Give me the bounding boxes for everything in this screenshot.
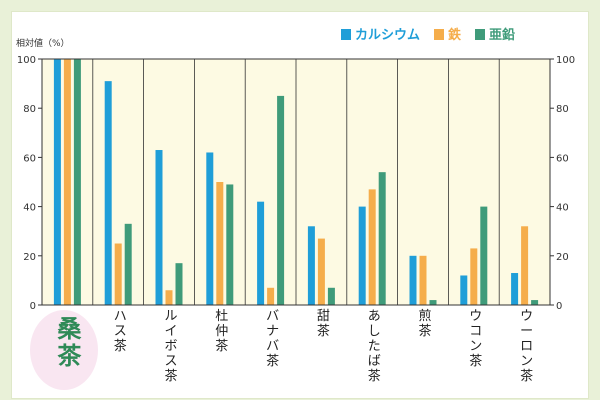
bar: [175, 263, 183, 305]
bar: [531, 300, 539, 305]
legend-swatch: [434, 29, 444, 40]
category-label: あしたば茶: [368, 309, 381, 384]
plot-frame: [41, 58, 551, 306]
category-label: 甜茶: [317, 308, 330, 339]
bar: [165, 290, 173, 305]
bar: [317, 238, 325, 305]
bar: [307, 226, 315, 305]
y-tick-label-right: 40: [556, 203, 569, 214]
bar: [257, 201, 265, 305]
category-label: 杜仲茶: [215, 309, 228, 354]
y-tick-label-left: 0: [30, 301, 36, 312]
bar: [511, 273, 519, 305]
bar: [470, 248, 478, 305]
y-tick-label-left: 20: [23, 252, 36, 263]
bar: [267, 287, 275, 305]
bar: [114, 243, 122, 305]
y-tick-label-right: 0: [556, 301, 562, 312]
y-tick-label-left: 60: [23, 153, 36, 164]
y-tick-label-right: 100: [556, 55, 575, 66]
bar: [53, 59, 61, 305]
bar: [124, 223, 132, 305]
bar: [378, 172, 386, 305]
highlight-glow: [30, 310, 98, 390]
legend-label: カルシウム: [355, 28, 420, 43]
y-tick-label-right: 80: [556, 104, 569, 115]
bar: [429, 300, 437, 305]
category-label: ルイボス茶: [164, 309, 177, 384]
bar: [419, 255, 427, 305]
bar: [155, 150, 163, 305]
bar: [521, 226, 529, 305]
category-label: バナバ茶: [266, 309, 279, 369]
category-label: ウーロン茶: [520, 309, 533, 384]
bar: [104, 81, 112, 305]
category-label: ハス茶: [114, 309, 127, 354]
bar: [206, 152, 214, 305]
legend-label: 鉄: [448, 27, 461, 43]
y-tick-label-right: 60: [556, 153, 569, 164]
bar: [327, 287, 335, 305]
legend-swatch: [341, 29, 351, 40]
y-axis-label: 相対値（%）: [16, 37, 70, 49]
y-tick-label-left: 40: [23, 203, 36, 214]
bar: [460, 275, 468, 305]
bar: [216, 182, 224, 305]
bar: [277, 95, 285, 306]
bar: [480, 206, 488, 305]
bar-chart: 相対値（%） 0 0 20 20 40 40 60 60 80 80 100 100 桑茶 ハス茶 ルイボス茶…: [16, 27, 575, 390]
y-tick-label-left: 100: [17, 55, 36, 66]
legend-swatch: [475, 29, 485, 40]
bar: [368, 189, 376, 305]
bar: [63, 59, 71, 305]
chart-card: 相対値（%） 0 0 20 20 40 40 60 60 80 80 100 100 桑茶 ハス茶 ルイボス茶…: [12, 12, 588, 398]
bar: [409, 255, 417, 305]
category-label: 煎茶: [418, 308, 431, 339]
category-label: ウコン茶: [469, 309, 482, 369]
category-label-highlight: 桑茶: [57, 315, 82, 370]
bar: [226, 184, 234, 305]
y-tick-label-right: 20: [556, 252, 569, 263]
legend-label: 亜鉛: [489, 27, 515, 43]
bar: [358, 206, 366, 305]
y-tick-label-left: 80: [23, 104, 36, 115]
bar: [73, 59, 81, 305]
